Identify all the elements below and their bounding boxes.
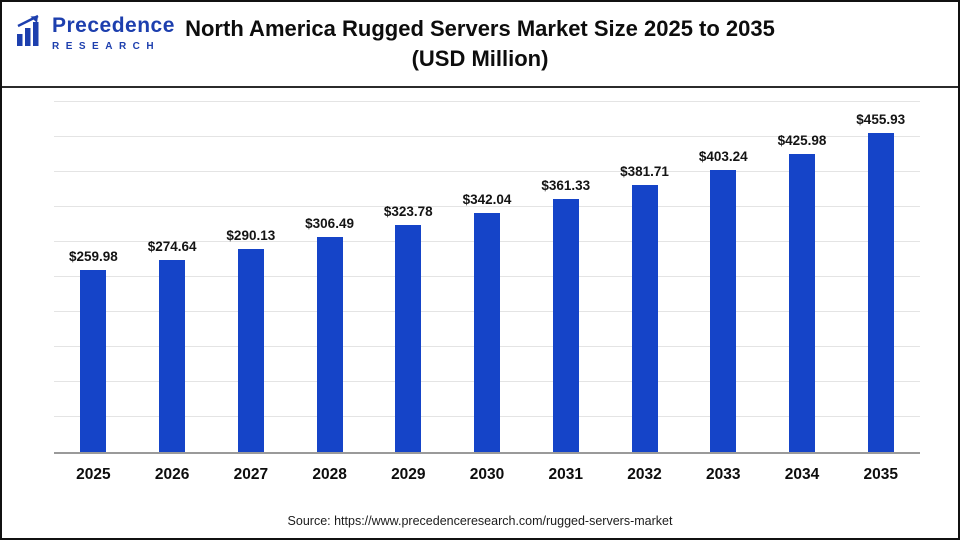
bar	[316, 237, 343, 452]
x-tick-label: 2026	[154, 466, 190, 483]
source-text: Source: https://www.precedenceresearch.c…	[287, 514, 673, 528]
bar-value-label: $259.98	[68, 249, 118, 265]
bar	[788, 153, 815, 452]
logo-subtitle: RESEARCH	[52, 41, 161, 52]
x-tick-label: 2031	[548, 466, 584, 483]
plot-area: $259.98 $274.64 $290.13 $306.49 $323.78 $342.…	[54, 101, 920, 454]
bar-value-label: $403.24	[698, 148, 748, 164]
bar-column: $425.98	[763, 102, 842, 452]
x-tick-label: 2028	[312, 466, 347, 483]
bar-value-label: $306.49	[305, 216, 354, 232]
gridline	[54, 136, 920, 137]
chart-title-line1: North America Rugged Servers Market Size…	[185, 16, 775, 42]
bar-column: $455.93	[841, 102, 920, 452]
x-tick-label: 2027	[233, 466, 269, 483]
bar-value-label: $381.71	[620, 163, 669, 179]
logo-text: Precedence RESEARCH	[52, 14, 175, 52]
bar	[474, 212, 501, 452]
x-tick-label: 2030	[469, 466, 505, 483]
gridline	[54, 101, 920, 102]
bar-column: $361.33	[526, 102, 605, 452]
bar-column: $381.71	[605, 102, 684, 452]
x-tick-label: 2034	[784, 466, 820, 483]
bar-chart: $259.98 $274.64 $290.13 $306.49 $323.78 $342.…	[2, 88, 958, 504]
bar-value-label: $361.33	[541, 178, 591, 194]
header: Precedence RESEARCH North America Rugged…	[2, 2, 958, 88]
x-tick-label: 2033	[706, 466, 741, 483]
x-axis-labels: 2025 2026 2027 2028 2029 2030 2031 2032 2033 2034…	[54, 454, 920, 496]
brand-logo: Precedence RESEARCH	[16, 14, 175, 53]
bar-column: $274.64	[133, 102, 212, 452]
bar-value-label: $455.93	[856, 111, 906, 127]
bar-column: $306.49	[290, 102, 369, 452]
bar	[710, 169, 737, 452]
bar-value-label: $323.78	[383, 204, 433, 220]
bar-column: $290.13	[211, 102, 290, 452]
bar-value-label: $425.98	[777, 132, 827, 148]
chart-title-line2: (USD Million)	[411, 46, 549, 71]
x-tick-label: 2029	[391, 466, 426, 483]
footer: Source: https://www.precedenceresearch.c…	[2, 504, 958, 538]
bar-value-label: $342.04	[462, 191, 512, 207]
bar-column: $342.04	[448, 102, 527, 452]
bar	[159, 259, 186, 452]
logo-name: Precedence	[52, 14, 175, 37]
x-tick-label: 2032	[627, 466, 662, 483]
x-tick-label: 2025	[76, 466, 111, 483]
bar-column: $403.24	[684, 102, 763, 452]
bar	[552, 199, 579, 452]
bar	[395, 225, 422, 452]
bar	[631, 184, 658, 452]
bar	[867, 132, 894, 452]
x-tick-label: 2035	[863, 466, 898, 483]
logo-bars-icon	[16, 14, 46, 53]
bar-value-label: $290.13	[226, 227, 276, 243]
bar-value-label: $274.64	[147, 238, 197, 254]
gridline	[54, 206, 920, 207]
bar	[237, 248, 264, 452]
bar	[80, 270, 107, 452]
bar-column: $259.98	[54, 102, 133, 452]
gridline	[54, 171, 920, 172]
bar-column: $323.78	[369, 102, 448, 452]
